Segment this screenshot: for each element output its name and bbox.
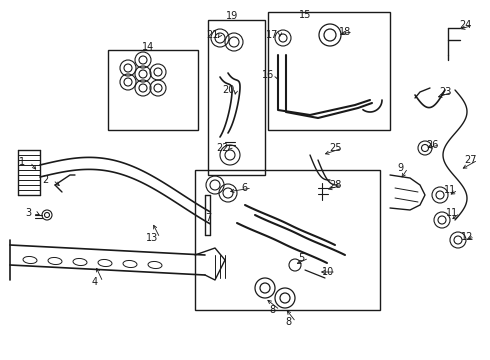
Text: 21: 21 <box>206 30 218 40</box>
Text: 6: 6 <box>241 183 247 193</box>
Text: 15: 15 <box>299 10 311 20</box>
Bar <box>108 50 198 130</box>
Text: 17: 17 <box>266 30 278 40</box>
Text: 26: 26 <box>426 140 438 150</box>
Bar <box>208 20 265 175</box>
Text: 5: 5 <box>298 253 304 263</box>
Text: 23: 23 <box>439 87 451 97</box>
Text: 3: 3 <box>25 208 31 218</box>
Text: 28: 28 <box>329 180 341 190</box>
Bar <box>268 12 390 130</box>
Text: 2: 2 <box>42 175 48 185</box>
Text: 4: 4 <box>92 277 98 287</box>
Text: 19: 19 <box>226 11 238 21</box>
Text: 10: 10 <box>322 267 334 277</box>
Text: 11: 11 <box>446 208 458 218</box>
Text: 27: 27 <box>464 155 476 165</box>
Text: 20: 20 <box>222 85 234 95</box>
Text: 22: 22 <box>216 143 228 153</box>
Text: 9: 9 <box>397 163 403 173</box>
Text: 25: 25 <box>329 143 341 153</box>
Text: 12: 12 <box>461 232 473 242</box>
Text: 14: 14 <box>142 42 154 52</box>
Text: 1: 1 <box>19 157 25 167</box>
Text: 24: 24 <box>459 20 471 30</box>
Text: 7: 7 <box>205 213 211 223</box>
Text: 16: 16 <box>262 70 274 80</box>
Text: 13: 13 <box>146 233 158 243</box>
Text: 8: 8 <box>285 317 291 327</box>
Text: 8: 8 <box>269 305 275 315</box>
Bar <box>195 170 380 310</box>
Text: 18: 18 <box>339 27 351 37</box>
Text: 11: 11 <box>444 185 456 195</box>
